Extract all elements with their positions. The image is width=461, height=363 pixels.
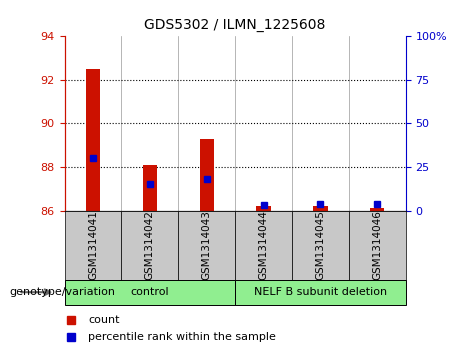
Text: GSM1314046: GSM1314046 (372, 210, 382, 280)
Text: count: count (89, 315, 120, 325)
Bar (313, 206, 327, 211)
Bar (256, 206, 271, 211)
Text: GSM1314041: GSM1314041 (88, 210, 98, 280)
Bar (235, 280, 406, 305)
Bar (292, 211, 349, 280)
Bar (143, 165, 157, 211)
Bar (349, 211, 406, 280)
Text: control: control (130, 287, 169, 297)
Text: GSM1314042: GSM1314042 (145, 210, 155, 280)
Bar (178, 211, 235, 280)
Bar (65, 211, 121, 280)
Title: GDS5302 / ILMN_1225608: GDS5302 / ILMN_1225608 (144, 19, 326, 33)
Text: GSM1314044: GSM1314044 (259, 210, 269, 280)
Bar (370, 208, 384, 211)
Bar (86, 69, 100, 211)
Text: GSM1314043: GSM1314043 (201, 210, 212, 280)
Bar (65, 280, 235, 305)
Bar (121, 211, 178, 280)
Text: GSM1314045: GSM1314045 (315, 210, 325, 280)
Bar (200, 139, 214, 211)
Text: NELF B subunit deletion: NELF B subunit deletion (254, 287, 387, 297)
Text: genotype/variation: genotype/variation (9, 287, 115, 297)
Bar (235, 211, 292, 280)
Text: percentile rank within the sample: percentile rank within the sample (89, 332, 276, 342)
